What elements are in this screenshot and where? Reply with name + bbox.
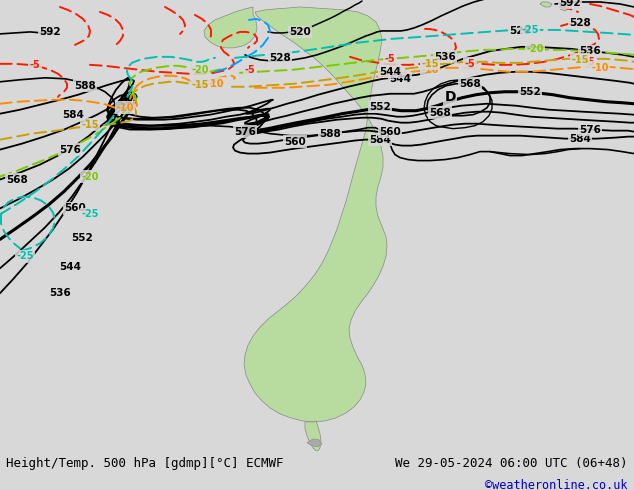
Text: 576: 576 (234, 126, 256, 137)
Text: 528: 528 (569, 18, 591, 28)
Text: 528: 528 (269, 53, 291, 63)
Text: 576: 576 (59, 145, 81, 155)
Polygon shape (244, 7, 387, 422)
Text: -5: -5 (385, 54, 396, 64)
Text: -5: -5 (30, 60, 41, 70)
Text: 552: 552 (519, 87, 541, 97)
Text: -10: -10 (592, 63, 609, 73)
Text: -25: -25 (521, 25, 539, 35)
Text: 544: 544 (59, 262, 81, 272)
Text: 560: 560 (64, 203, 86, 214)
Text: ©weatheronline.co.uk: ©weatheronline.co.uk (485, 479, 628, 490)
Text: 536: 536 (434, 52, 456, 62)
Text: We 29-05-2024 06:00 UTC (06+48): We 29-05-2024 06:00 UTC (06+48) (395, 457, 628, 469)
Text: 544: 544 (389, 74, 411, 84)
Text: 536: 536 (579, 46, 601, 56)
Text: -15: -15 (571, 55, 589, 65)
Text: 560: 560 (284, 137, 306, 147)
Text: 592: 592 (39, 27, 61, 37)
Text: 536: 536 (49, 288, 71, 298)
Text: -5: -5 (585, 57, 595, 67)
Polygon shape (560, 6, 568, 11)
Text: -15: -15 (191, 80, 209, 90)
Text: 592: 592 (559, 0, 581, 8)
Polygon shape (305, 421, 321, 451)
Polygon shape (307, 439, 322, 447)
Text: 552: 552 (369, 102, 391, 112)
Text: -10: -10 (116, 103, 134, 113)
Text: -10: -10 (421, 65, 439, 75)
Text: -10: -10 (206, 79, 224, 89)
Text: 576: 576 (579, 124, 601, 135)
Text: 552: 552 (71, 233, 93, 244)
Text: 588: 588 (74, 81, 96, 91)
Text: 588: 588 (319, 129, 341, 139)
Text: -25: -25 (81, 209, 99, 220)
Text: 544: 544 (379, 67, 401, 77)
Text: 528: 528 (509, 26, 531, 36)
Text: -25: -25 (16, 251, 34, 261)
Text: D: D (444, 90, 456, 104)
Text: 584: 584 (369, 135, 391, 145)
Text: -20: -20 (81, 172, 99, 181)
Text: 584: 584 (62, 110, 84, 120)
Polygon shape (540, 2, 552, 7)
Text: -20: -20 (191, 65, 209, 75)
Text: -15: -15 (421, 59, 439, 69)
Text: 568: 568 (6, 174, 28, 185)
Polygon shape (204, 7, 257, 48)
Text: 568: 568 (459, 79, 481, 89)
Text: 584: 584 (569, 134, 591, 144)
Text: 520: 520 (289, 27, 311, 37)
Text: -5: -5 (465, 59, 476, 69)
Text: 568: 568 (429, 108, 451, 118)
Text: Height/Temp. 500 hPa [gdmp][°C] ECMWF: Height/Temp. 500 hPa [gdmp][°C] ECMWF (6, 457, 284, 469)
Text: -15: -15 (81, 120, 99, 130)
Text: -5: -5 (245, 65, 256, 75)
Text: 560: 560 (379, 126, 401, 137)
Text: -20: -20 (526, 44, 544, 54)
